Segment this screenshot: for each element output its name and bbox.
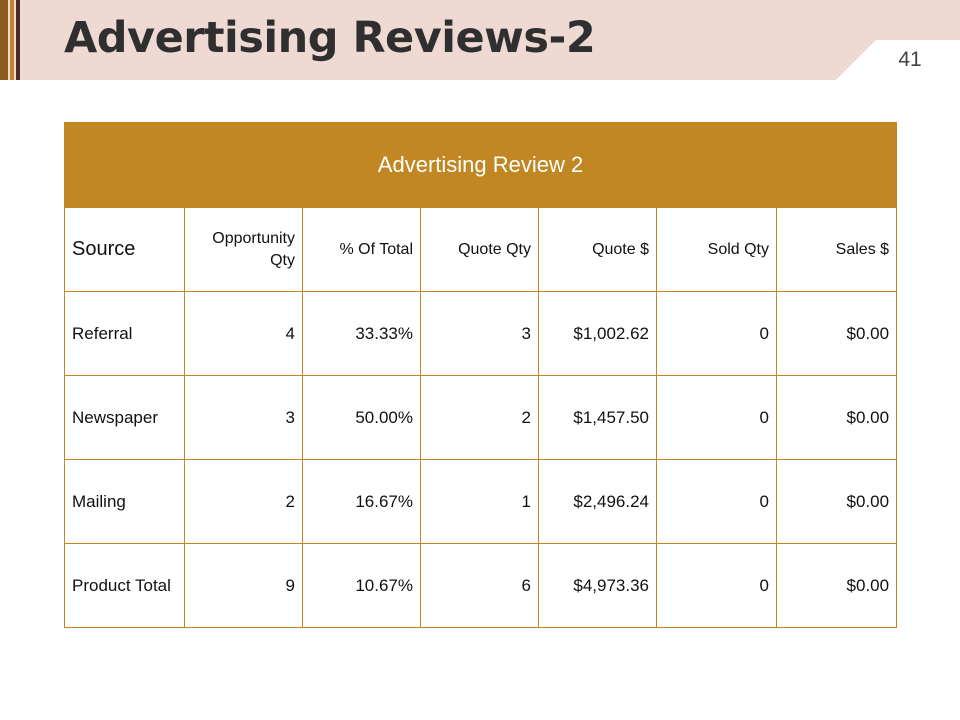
cell-percent-of-total: 10.67% [302, 543, 421, 628]
cell-quote-amount: $1,002.62 [538, 291, 657, 376]
cell-quote-qty: 2 [420, 375, 539, 460]
cell-quote-qty: 1 [420, 459, 539, 544]
column-header-opportunity-qty: Opportunity Qty [184, 207, 303, 292]
column-header-percent-of-total: % Of Total [302, 207, 421, 292]
cell-source: Newspaper [64, 375, 185, 460]
header-band [0, 0, 960, 80]
cell-sales-amount: $0.00 [775, 375, 898, 460]
advertising-review-table: Advertising Review 2 Source Opportunity … [63, 122, 898, 628]
cell-percent-of-total: 50.00% [302, 375, 421, 460]
page-number: 41 [898, 48, 922, 71]
cell-opportunity-qty: 4 [184, 291, 303, 376]
column-header-quote-amount: Quote $ [538, 207, 657, 292]
cell-quote-qty: 3 [420, 291, 539, 376]
cell-sold-qty: 0 [656, 459, 777, 544]
accent-bar-dark [16, 0, 20, 80]
column-header-quote-qty: Quote Qty [420, 207, 539, 292]
cell-quote-qty: 6 [420, 543, 539, 628]
accent-bar-brown [0, 0, 8, 80]
cell-sold-qty: 0 [656, 543, 777, 628]
cell-opportunity-qty: 9 [184, 543, 303, 628]
cell-opportunity-qty: 2 [184, 459, 303, 544]
table-row: Referral 4 33.33% 3 $1,002.62 0 $0.00 [64, 291, 898, 376]
cell-quote-amount: $2,496.24 [538, 459, 657, 544]
accent-bar-gold [10, 0, 14, 80]
cell-quote-amount: $1,457.50 [538, 375, 657, 460]
table-row: Newspaper 3 50.00% 2 $1,457.50 0 $0.00 [64, 375, 898, 460]
cell-sales-amount: $0.00 [775, 291, 898, 376]
table-caption-row: Advertising Review 2 [63, 122, 898, 208]
cell-sales-amount: $0.00 [775, 543, 898, 628]
cell-opportunity-qty: 3 [184, 375, 303, 460]
cell-percent-of-total: 33.33% [302, 291, 421, 376]
cell-percent-of-total: 16.67% [302, 459, 421, 544]
table-row: Mailing 2 16.67% 1 $2,496.24 0 $0.00 [64, 459, 898, 544]
table-header-row: Source Opportunity Qty % Of Total Quote … [64, 207, 898, 292]
column-header-sold-qty: Sold Qty [656, 207, 777, 292]
column-header-sales-amount: Sales $ [775, 207, 898, 292]
slide-title: Advertising Reviews-2 [64, 13, 596, 63]
table-caption: Advertising Review 2 [63, 122, 898, 208]
cell-sold-qty: 0 [656, 375, 777, 460]
cell-sales-amount: $0.00 [775, 459, 898, 544]
cell-quote-amount: $4,973.36 [538, 543, 657, 628]
cell-source: Mailing [64, 459, 185, 544]
cell-sold-qty: 0 [656, 291, 777, 376]
cell-source: Product Total [64, 543, 185, 628]
cell-source: Referral [64, 291, 185, 376]
table-row-total: Product Total 9 10.67% 6 $4,973.36 0 $0.… [64, 543, 898, 628]
column-header-source: Source [64, 207, 185, 292]
